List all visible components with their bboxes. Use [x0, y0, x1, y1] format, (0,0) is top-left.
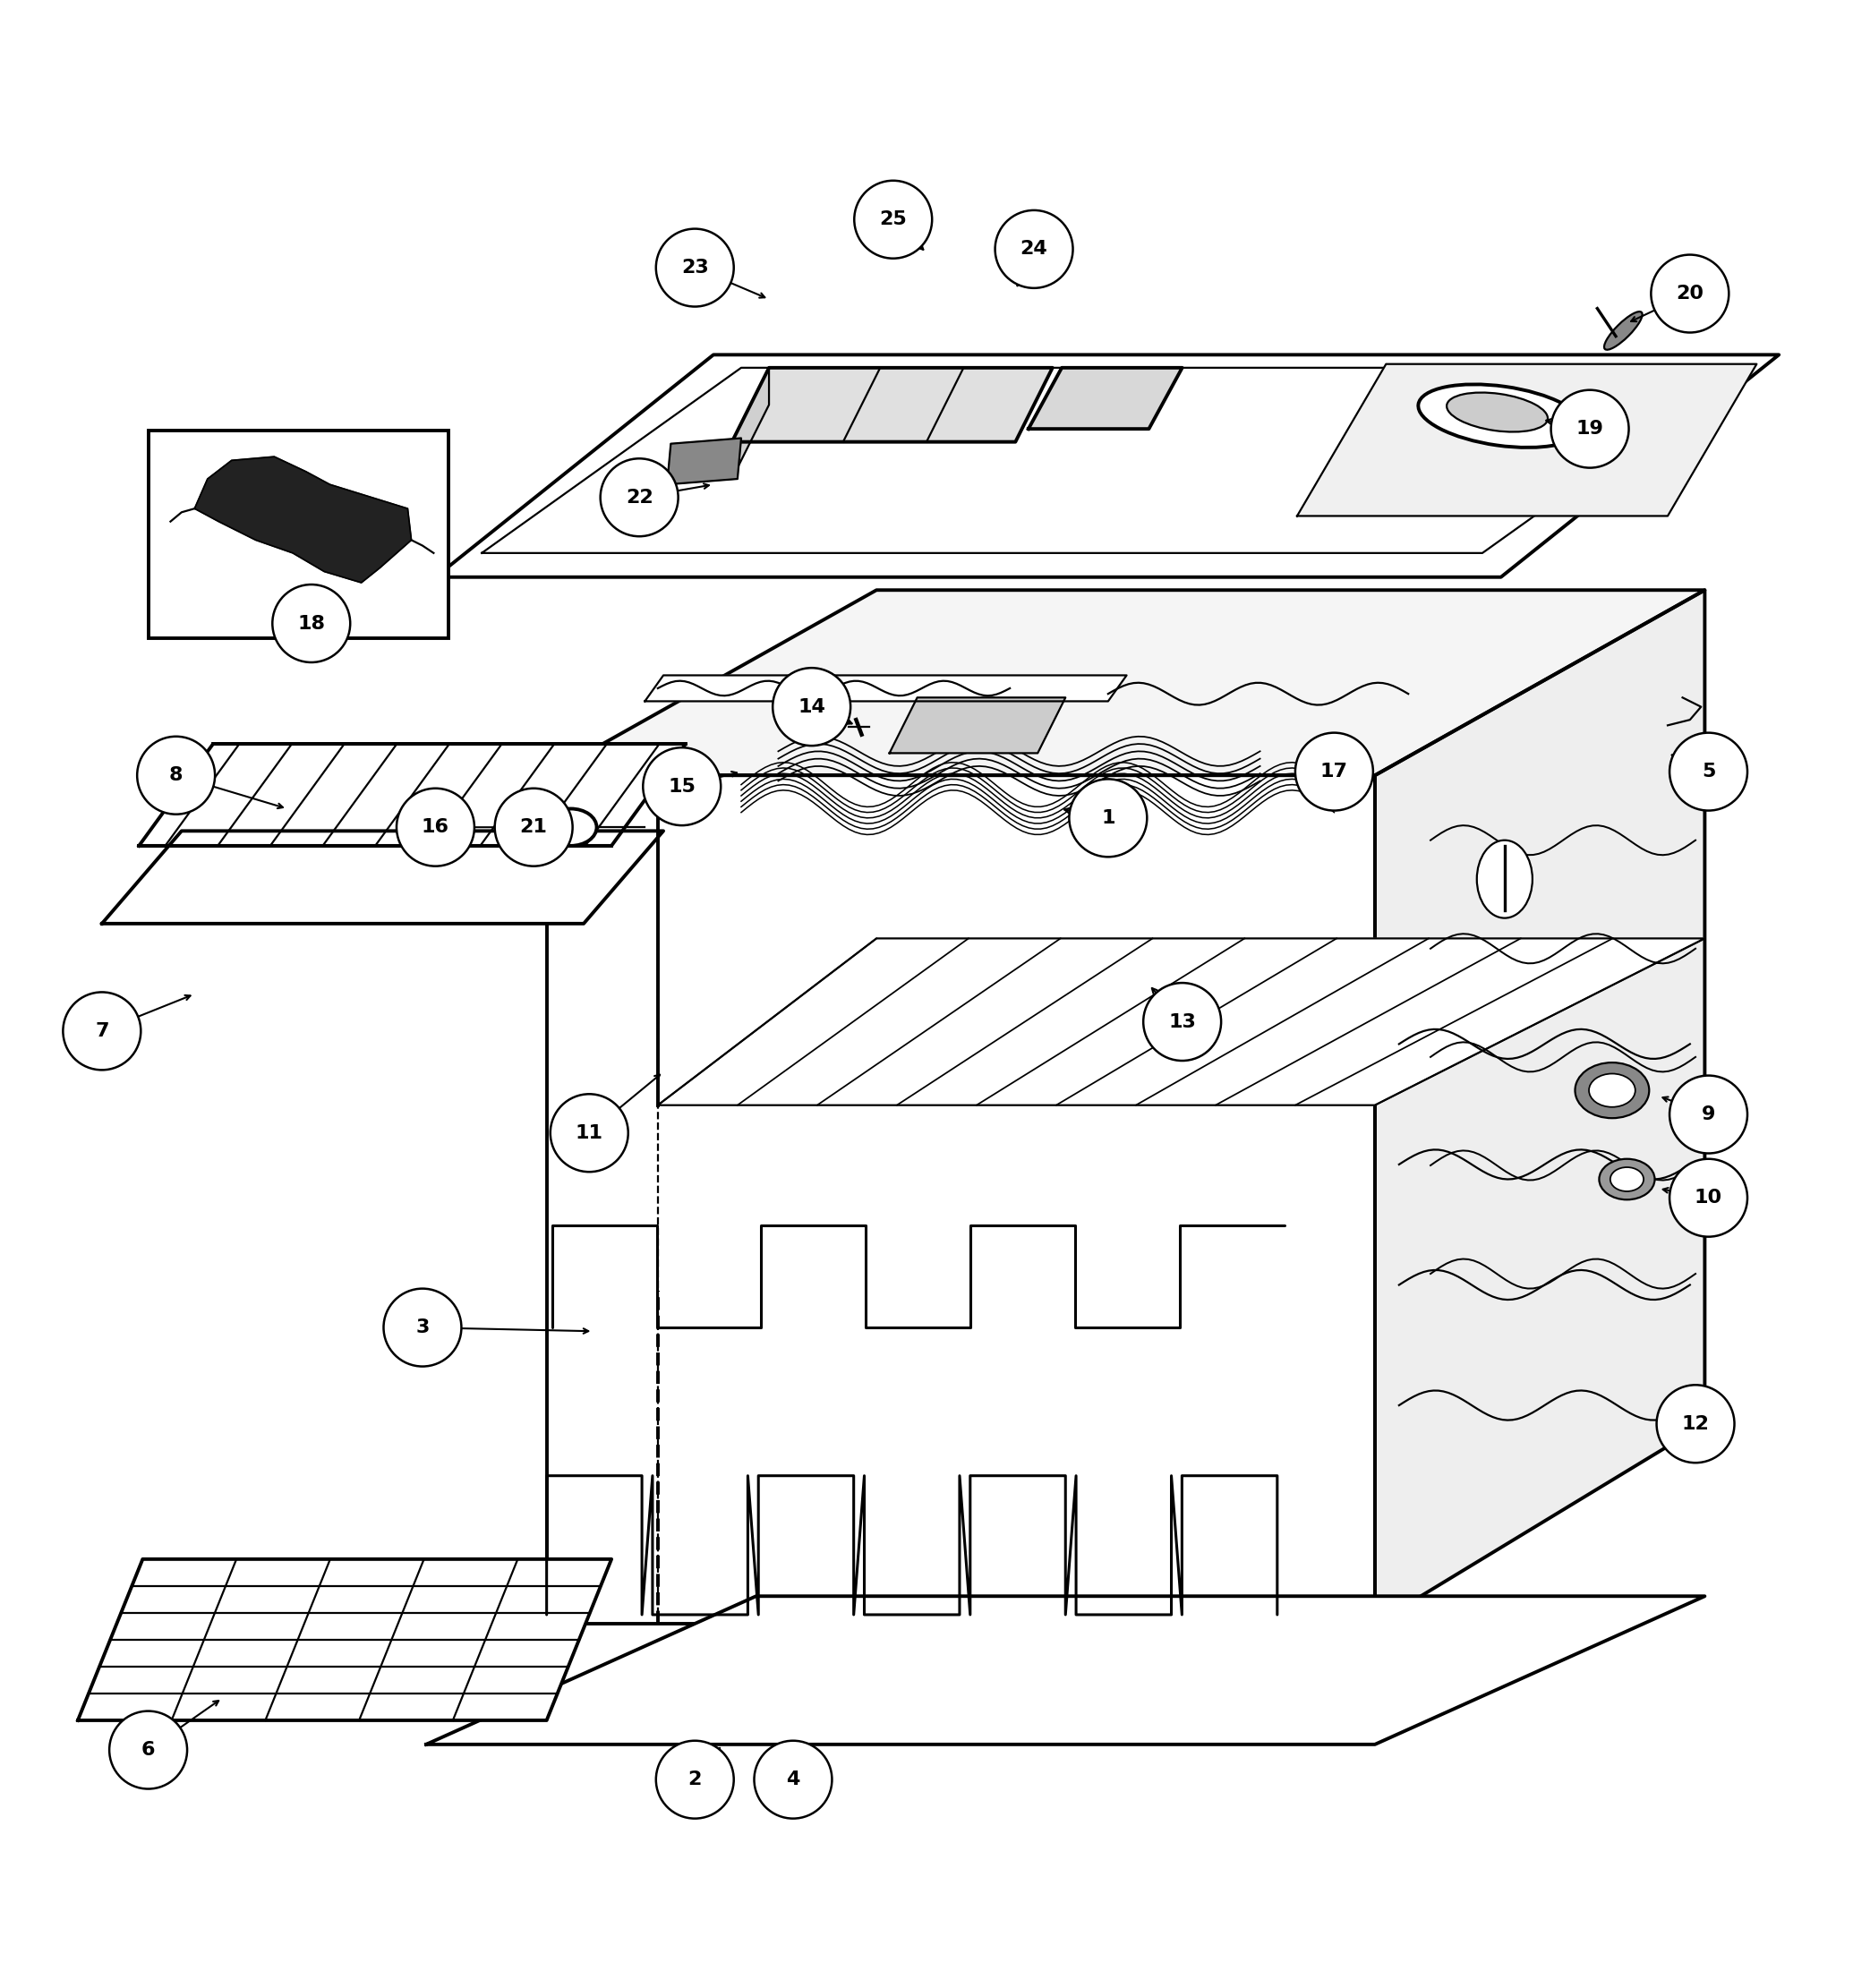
Circle shape — [600, 459, 678, 537]
Text: 7: 7 — [95, 1022, 109, 1040]
Ellipse shape — [1575, 1062, 1649, 1117]
Polygon shape — [1297, 364, 1757, 517]
Polygon shape — [732, 368, 1053, 441]
Circle shape — [1551, 390, 1629, 467]
Text: 5: 5 — [1701, 763, 1716, 781]
Circle shape — [495, 789, 573, 867]
Circle shape — [109, 1712, 187, 1789]
Text: 1: 1 — [1101, 809, 1116, 827]
Circle shape — [137, 736, 215, 815]
Circle shape — [1657, 1386, 1734, 1463]
Text: 9: 9 — [1701, 1105, 1716, 1123]
Circle shape — [754, 1741, 832, 1819]
Text: 12: 12 — [1683, 1415, 1708, 1433]
Text: 3: 3 — [415, 1318, 430, 1336]
Text: 14: 14 — [799, 698, 825, 716]
Circle shape — [1295, 734, 1373, 811]
Polygon shape — [667, 437, 741, 485]
Polygon shape — [78, 1559, 611, 1720]
Text: 16: 16 — [422, 819, 448, 837]
Circle shape — [773, 668, 851, 746]
Polygon shape — [1375, 590, 1705, 1624]
Polygon shape — [645, 676, 1127, 702]
Circle shape — [1143, 982, 1221, 1062]
Text: 10: 10 — [1694, 1189, 1723, 1207]
Circle shape — [550, 1093, 628, 1171]
Circle shape — [854, 181, 932, 258]
Circle shape — [272, 584, 350, 662]
Text: 11: 11 — [576, 1123, 602, 1141]
Circle shape — [643, 747, 721, 825]
Polygon shape — [547, 590, 1705, 775]
Text: 2: 2 — [687, 1771, 702, 1789]
Ellipse shape — [545, 809, 597, 845]
Ellipse shape — [1590, 1074, 1636, 1107]
Ellipse shape — [1447, 392, 1547, 431]
Text: 4: 4 — [786, 1771, 800, 1789]
Text: 20: 20 — [1677, 284, 1703, 302]
Circle shape — [1670, 1076, 1747, 1153]
Circle shape — [397, 789, 474, 867]
Circle shape — [656, 229, 734, 306]
Ellipse shape — [1418, 384, 1584, 447]
Circle shape — [995, 211, 1073, 288]
Ellipse shape — [1610, 1167, 1644, 1191]
Text: 23: 23 — [682, 258, 708, 276]
Text: 18: 18 — [298, 614, 324, 632]
Circle shape — [1069, 779, 1147, 857]
Polygon shape — [426, 1596, 1705, 1743]
Polygon shape — [102, 831, 663, 924]
Text: 13: 13 — [1169, 1012, 1195, 1030]
Text: 22: 22 — [626, 489, 652, 507]
Circle shape — [656, 1741, 734, 1819]
Circle shape — [1670, 1159, 1747, 1237]
Text: 15: 15 — [669, 777, 695, 795]
Polygon shape — [547, 775, 1375, 1624]
Text: 8: 8 — [169, 767, 183, 785]
Ellipse shape — [1605, 312, 1642, 350]
Text: 25: 25 — [880, 211, 906, 229]
Circle shape — [384, 1288, 461, 1366]
Polygon shape — [435, 354, 1779, 577]
Circle shape — [63, 992, 141, 1070]
Text: 17: 17 — [1321, 763, 1347, 781]
Text: 21: 21 — [521, 819, 547, 837]
Ellipse shape — [1599, 1159, 1655, 1199]
Polygon shape — [195, 457, 411, 582]
Circle shape — [1670, 734, 1747, 811]
Polygon shape — [658, 938, 1705, 1105]
Circle shape — [1651, 254, 1729, 332]
Polygon shape — [732, 368, 769, 479]
Ellipse shape — [1477, 841, 1532, 918]
Text: 6: 6 — [141, 1741, 156, 1759]
Polygon shape — [889, 698, 1065, 753]
Text: 19: 19 — [1577, 419, 1603, 437]
Bar — [148, 431, 448, 638]
Text: 24: 24 — [1021, 241, 1047, 258]
Polygon shape — [139, 744, 686, 845]
Polygon shape — [1028, 368, 1182, 429]
